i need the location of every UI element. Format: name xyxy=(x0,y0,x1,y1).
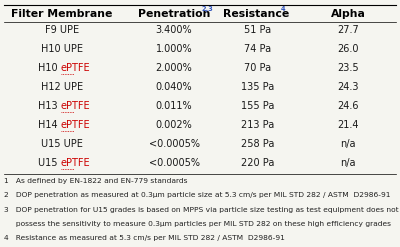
Text: ePTFE: ePTFE xyxy=(61,63,90,73)
Text: 26.0: 26.0 xyxy=(337,44,359,54)
Text: H13: H13 xyxy=(38,101,61,111)
Text: Filter Membrane: Filter Membrane xyxy=(11,9,113,19)
Text: 258 Pa: 258 Pa xyxy=(241,139,275,149)
Text: 51 Pa: 51 Pa xyxy=(244,25,272,35)
Text: 3   DOP penetration for U15 grades is based on MPPS via particle size testing as: 3 DOP penetration for U15 grades is base… xyxy=(4,207,399,213)
Text: ePTFE: ePTFE xyxy=(61,158,90,168)
Text: 220 Pa: 220 Pa xyxy=(241,158,275,168)
Text: H14: H14 xyxy=(38,120,61,130)
Text: 23.5: 23.5 xyxy=(337,63,359,73)
Text: 74 Pa: 74 Pa xyxy=(244,44,272,54)
Text: ePTFE: ePTFE xyxy=(61,120,90,130)
Text: 2,3: 2,3 xyxy=(202,6,214,12)
Text: H10 UPE: H10 UPE xyxy=(41,44,83,54)
Text: 3.400%: 3.400% xyxy=(156,25,192,35)
Text: 4: 4 xyxy=(281,6,286,12)
Text: possess the sensitivity to measure 0.3μm particles per MIL STD 282 on these high: possess the sensitivity to measure 0.3μm… xyxy=(4,221,391,227)
Text: 0.011%: 0.011% xyxy=(156,101,192,111)
Text: 24.6: 24.6 xyxy=(337,101,359,111)
Text: n/a: n/a xyxy=(340,158,356,168)
Text: Resistance: Resistance xyxy=(223,9,293,19)
Text: n/a: n/a xyxy=(340,139,356,149)
Text: 24.3: 24.3 xyxy=(337,82,359,92)
Text: 1   As defined by EN-1822 and EN-779 standards: 1 As defined by EN-1822 and EN-779 stand… xyxy=(4,178,188,184)
Text: U15 UPE: U15 UPE xyxy=(41,139,83,149)
Text: H10: H10 xyxy=(38,63,61,73)
Text: F9 UPE: F9 UPE xyxy=(45,25,79,35)
Text: Penetration: Penetration xyxy=(138,9,210,19)
Text: 155 Pa: 155 Pa xyxy=(241,101,275,111)
Text: 0.040%: 0.040% xyxy=(156,82,192,92)
Text: 135 Pa: 135 Pa xyxy=(241,82,275,92)
Text: 4   Resistance as measured at 5.3 cm/s per MIL STD 282 / ASTM  D2986-91: 4 Resistance as measured at 5.3 cm/s per… xyxy=(4,235,285,241)
Text: ePTFE: ePTFE xyxy=(61,101,90,111)
Text: Alpha: Alpha xyxy=(330,9,366,19)
Text: 213 Pa: 213 Pa xyxy=(241,120,275,130)
Text: 1.000%: 1.000% xyxy=(156,44,192,54)
Text: <0.0005%: <0.0005% xyxy=(148,158,200,168)
Text: <0.0005%: <0.0005% xyxy=(148,139,200,149)
Text: 21.4: 21.4 xyxy=(337,120,359,130)
Text: 0.002%: 0.002% xyxy=(156,120,192,130)
Text: U15: U15 xyxy=(38,158,61,168)
Text: 27.7: 27.7 xyxy=(337,25,359,35)
Text: 2.000%: 2.000% xyxy=(156,63,192,73)
Text: H12 UPE: H12 UPE xyxy=(41,82,83,92)
Text: 70 Pa: 70 Pa xyxy=(244,63,272,73)
Text: 2   DOP penetration as measured at 0.3μm particle size at 5.3 cm/s per MIL STD 2: 2 DOP penetration as measured at 0.3μm p… xyxy=(4,192,390,198)
